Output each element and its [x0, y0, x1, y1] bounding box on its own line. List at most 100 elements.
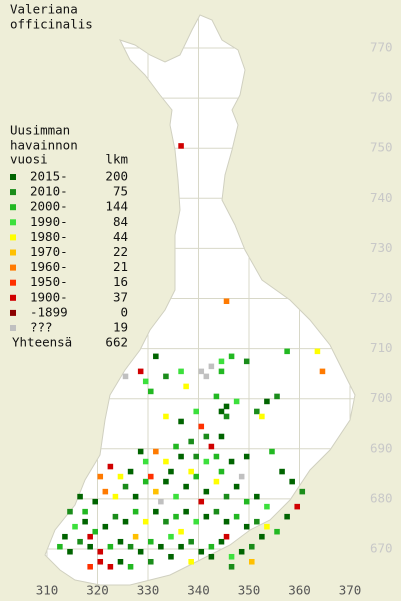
grid-square [228, 563, 235, 570]
grid-square [188, 468, 194, 475]
grid-square [193, 518, 199, 525]
grid-square [264, 503, 270, 510]
grid-square [148, 538, 154, 545]
x-tick-label: 330 [137, 583, 160, 598]
grid-square [193, 408, 199, 415]
grid-square [203, 433, 210, 440]
grid-square [259, 533, 265, 540]
grid-square [102, 488, 109, 495]
grid-square [289, 478, 295, 485]
grid-square [223, 533, 230, 540]
grid-square [67, 508, 73, 515]
grid-square [264, 398, 270, 405]
grid-square [208, 553, 215, 560]
grid-square [173, 493, 179, 500]
grid-square [203, 373, 210, 380]
grid-square [254, 493, 260, 500]
grid-square [178, 528, 184, 535]
grid-square [198, 498, 205, 505]
grid-square [223, 493, 230, 500]
grid-square [112, 513, 119, 520]
grid-square [77, 493, 83, 500]
grid-square [178, 453, 184, 460]
x-tick-label: 350 [238, 583, 261, 598]
grid-square [233, 483, 240, 490]
grid-square [284, 513, 290, 520]
count-header: lkm [105, 152, 128, 167]
grid-square [218, 468, 225, 475]
grid-square [173, 443, 179, 450]
legend-label: 1960- [30, 259, 68, 274]
grid-square [173, 513, 179, 520]
legend-swatch [10, 219, 16, 226]
grid-square [228, 553, 235, 560]
grid-square [72, 523, 78, 530]
grid-square [168, 553, 174, 560]
grid-square [218, 433, 225, 440]
grid-square [92, 528, 98, 535]
grid-square [127, 563, 134, 570]
grid-square [299, 488, 306, 495]
grid-square [208, 443, 215, 450]
legend-label: ??? [30, 320, 53, 335]
grid-square [153, 448, 159, 455]
title-line: officinalis [10, 17, 93, 32]
grid-square [294, 503, 300, 510]
grid-square [183, 508, 189, 515]
legend-swatch [10, 234, 16, 241]
grid-square [203, 488, 210, 495]
grid-square [137, 368, 144, 375]
grid-square [122, 518, 129, 525]
grid-square [77, 538, 83, 545]
grid-square [243, 498, 250, 505]
grid-square [82, 508, 88, 515]
grid-square [249, 558, 255, 565]
grid-square [213, 478, 220, 485]
y-tick-label: 670 [370, 541, 393, 556]
grid-square [142, 518, 149, 525]
grid-square [203, 513, 210, 520]
y-tick-label: 700 [370, 390, 393, 405]
legend-swatch [10, 325, 16, 331]
grid-square [127, 543, 134, 550]
grid-square [188, 438, 194, 445]
grid-square [198, 423, 205, 430]
legend-swatch [10, 249, 16, 256]
grid-square [148, 388, 154, 395]
grid-square [254, 518, 260, 525]
legend-count: 22 [113, 244, 128, 259]
legend-count: 84 [113, 214, 128, 229]
grid-square [228, 458, 235, 465]
legend-label: 2000- [30, 199, 68, 214]
grid-square [168, 533, 174, 540]
grid-square [67, 548, 73, 555]
grid-square [87, 563, 93, 570]
grid-square [213, 453, 220, 460]
grid-square [142, 478, 149, 485]
grid-square [62, 533, 68, 540]
legend-count: 37 [113, 289, 128, 304]
legend-swatch [10, 189, 16, 196]
grid-square [193, 473, 199, 480]
y-tick-label: 730 [370, 240, 393, 255]
legend-header: havainnon [10, 138, 78, 153]
grid-square [117, 558, 124, 565]
grid-square [188, 538, 194, 545]
grid-square [148, 473, 154, 480]
grid-square [117, 538, 124, 545]
legend-swatch [10, 264, 16, 271]
grid-square [82, 518, 88, 525]
grid-square [208, 543, 215, 550]
x-tick-label: 340 [187, 583, 210, 598]
grid-square [243, 523, 250, 530]
grid-square [233, 513, 240, 520]
legend-count: 19 [113, 320, 128, 335]
grid-square [132, 493, 139, 500]
grid-square [228, 353, 235, 360]
grid-square [132, 533, 139, 540]
grid-square [168, 468, 174, 475]
y-tick-label: 770 [370, 40, 393, 55]
legend-header: vuosi [10, 152, 48, 167]
legend-label: 2010- [30, 184, 68, 199]
grid-square [274, 528, 280, 535]
